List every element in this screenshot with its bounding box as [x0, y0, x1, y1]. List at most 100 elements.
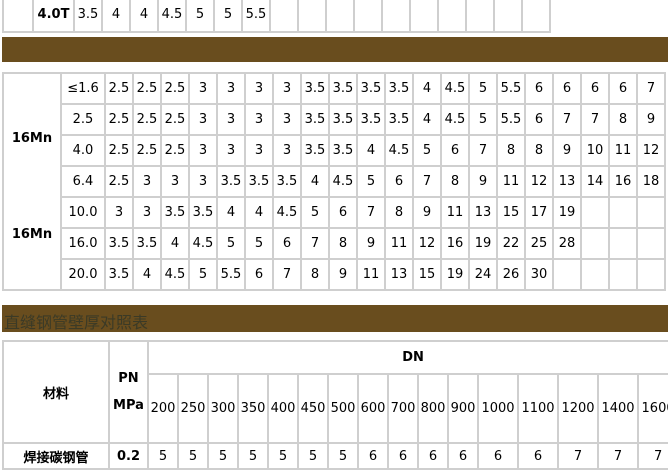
table-row: ≤1.6 2.5 2.5 2.5 3 3 3 3 3.5 3.5 3.5 3.5 4 4.5 5 5.5 6 6 6…	[2, 72, 666, 291]
thickness-cell: 5	[356, 165, 386, 198]
thickness-cell: 2.5	[132, 134, 162, 167]
thickness-cell: 6	[244, 258, 274, 291]
thickness-cell: 5.5	[241, 0, 271, 33]
thickness-cell	[608, 196, 638, 229]
thickness-cell	[608, 227, 638, 260]
thickness-cell: 7	[272, 258, 302, 291]
thickness-cell	[608, 258, 638, 291]
thickness-cell	[465, 0, 495, 33]
dn-value-cell: 250	[177, 372, 209, 445]
thickness-cell: 5.5	[496, 72, 526, 105]
dn-value-cell: 300	[207, 372, 239, 445]
thickness-cell	[580, 196, 610, 229]
thickness-cell: 5	[412, 134, 442, 167]
thickness-cell: 6	[580, 72, 610, 105]
wall-thickness-table-16mn: ≤1.6 2.5 2.5 2.5 3 3 3 3 3.5 3.5 3.5 3.5 4 4.5 5 5.5 6 6 6…	[2, 72, 666, 291]
thickness-cell: 7	[468, 134, 498, 167]
top-table-fragment: 4.0T 3.5 4 4 4.5 5 5 5.5	[2, 0, 551, 33]
thickness-cell: 16	[608, 165, 638, 198]
thickness-cell: 6	[357, 442, 389, 470]
thickness-cell: 4	[160, 227, 190, 260]
thickness-cell: 2.5	[160, 72, 190, 105]
thickness-cell: 7	[580, 103, 610, 136]
thickness-cell: 3.5	[132, 227, 162, 260]
thickness-cell: 11	[608, 134, 638, 167]
thickness-cell: 25	[524, 227, 554, 260]
dn-value-cell: 200	[147, 372, 179, 445]
thickness-cell: 6	[440, 134, 470, 167]
thickness-cell: 8	[608, 103, 638, 136]
thickness-cell: 12	[524, 165, 554, 198]
thickness-cell: 6	[272, 227, 302, 260]
thickness-cell: 11	[496, 165, 526, 198]
pn-cell: 6.4	[60, 165, 106, 198]
thickness-cell: 11	[384, 227, 414, 260]
thickness-cell: 18	[636, 165, 666, 198]
material-header: 材料	[2, 340, 110, 444]
thickness-cell: 6	[552, 72, 582, 105]
pn-cell: 4.0T	[32, 0, 75, 33]
thickness-cell: 12	[412, 227, 442, 260]
thickness-cell: 28	[552, 227, 582, 260]
thickness-cell	[325, 0, 355, 33]
dn-value-cell: 400	[267, 372, 299, 445]
thickness-cell: 3.5	[104, 258, 134, 291]
table-row: 20.0 3.5 4 4.5 5 5.5 6 7 8 9 11 13 15 19 24 26 30	[3, 258, 666, 291]
thickness-cell: 6	[517, 442, 559, 470]
table-row: 焊接碳钢管 0.2 5 5 5 5 5 5 5 6 6 6 6 6 6 7 7 7	[2, 442, 668, 470]
thickness-cell: 3.5	[328, 103, 358, 136]
unit-label: MPa	[113, 398, 144, 413]
thickness-cell: 3.5	[73, 0, 103, 33]
pn-label: PN	[118, 371, 139, 386]
header-row: 材料 PN MPa DN	[2, 340, 668, 444]
thickness-cell: 3.5	[356, 72, 386, 105]
thickness-cell: 3	[188, 134, 218, 167]
thickness-cell: 3.5	[244, 165, 274, 198]
thickness-cell: 3.5	[300, 72, 330, 105]
thickness-cell: 6	[477, 442, 519, 470]
thickness-cell: 3	[104, 196, 134, 229]
thickness-cell: 10	[580, 134, 610, 167]
straight-seam-pipe-wall-thickness-table: 材料 PN MPa DN 200 250 300 350 400 450 500 600 700 800 9…	[2, 340, 668, 470]
thickness-cell: 2.5	[132, 103, 162, 136]
thickness-cell: 7	[597, 442, 639, 470]
thickness-cell: 2.5	[104, 165, 134, 198]
thickness-cell: 5	[207, 442, 239, 470]
table-row: 10.0 3 3 3.5 3.5 4 4 4.5 5 6 7 8 9 11 13 15 17 19	[3, 196, 666, 229]
thickness-cell: 11	[440, 196, 470, 229]
thickness-cell: 16	[440, 227, 470, 260]
thickness-cell: 9	[636, 103, 666, 136]
table-row: 4.0 2.5 2.5 2.5 3 3 3 3 3.5 3.5 4 4.5 5 6 7 8 8 9 10 11 12	[3, 134, 666, 167]
thickness-cell: 3.5	[188, 196, 218, 229]
thickness-cell: 3	[272, 72, 302, 105]
thickness-cell: 2.5	[160, 103, 190, 136]
thickness-cell: 3.5	[272, 165, 302, 198]
thickness-cell: 6	[524, 103, 554, 136]
thickness-cell: 2.5	[104, 103, 134, 136]
thickness-cell: 7	[636, 442, 668, 470]
dn-header: DN	[146, 340, 668, 375]
thickness-cell: 8	[300, 258, 330, 291]
thickness-cell: 3	[188, 165, 218, 198]
dn-value-cell: 350	[237, 372, 269, 445]
table-row: 6.4 2.5 3 3 3 3.5 3.5 3.5 4 4.5 5 6 7 8 9 11 12 13 14 16 18	[3, 165, 666, 198]
pn-cell: 2.5	[60, 103, 106, 136]
thickness-cell: 3.5	[328, 134, 358, 167]
dn-value-cell: 1600	[636, 372, 668, 445]
thickness-cell: 4	[216, 196, 246, 229]
thickness-cell: 3	[272, 103, 302, 136]
thickness-cell	[636, 196, 666, 229]
thickness-cell: 4	[412, 103, 442, 136]
thickness-cell: 6	[384, 165, 414, 198]
thickness-cell: 5	[147, 442, 179, 470]
thickness-cell: 3.5	[300, 134, 330, 167]
thickness-cell: 3.5	[328, 72, 358, 105]
thickness-cell: 15	[496, 196, 526, 229]
thickness-cell: 5	[267, 442, 299, 470]
thickness-cell: 3	[132, 165, 162, 198]
thickness-cell: 9	[328, 258, 358, 291]
thickness-cell: 5	[188, 258, 218, 291]
thickness-cell: 4	[101, 0, 131, 33]
thickness-cell: 6	[608, 72, 638, 105]
thickness-cell: 3	[216, 134, 246, 167]
